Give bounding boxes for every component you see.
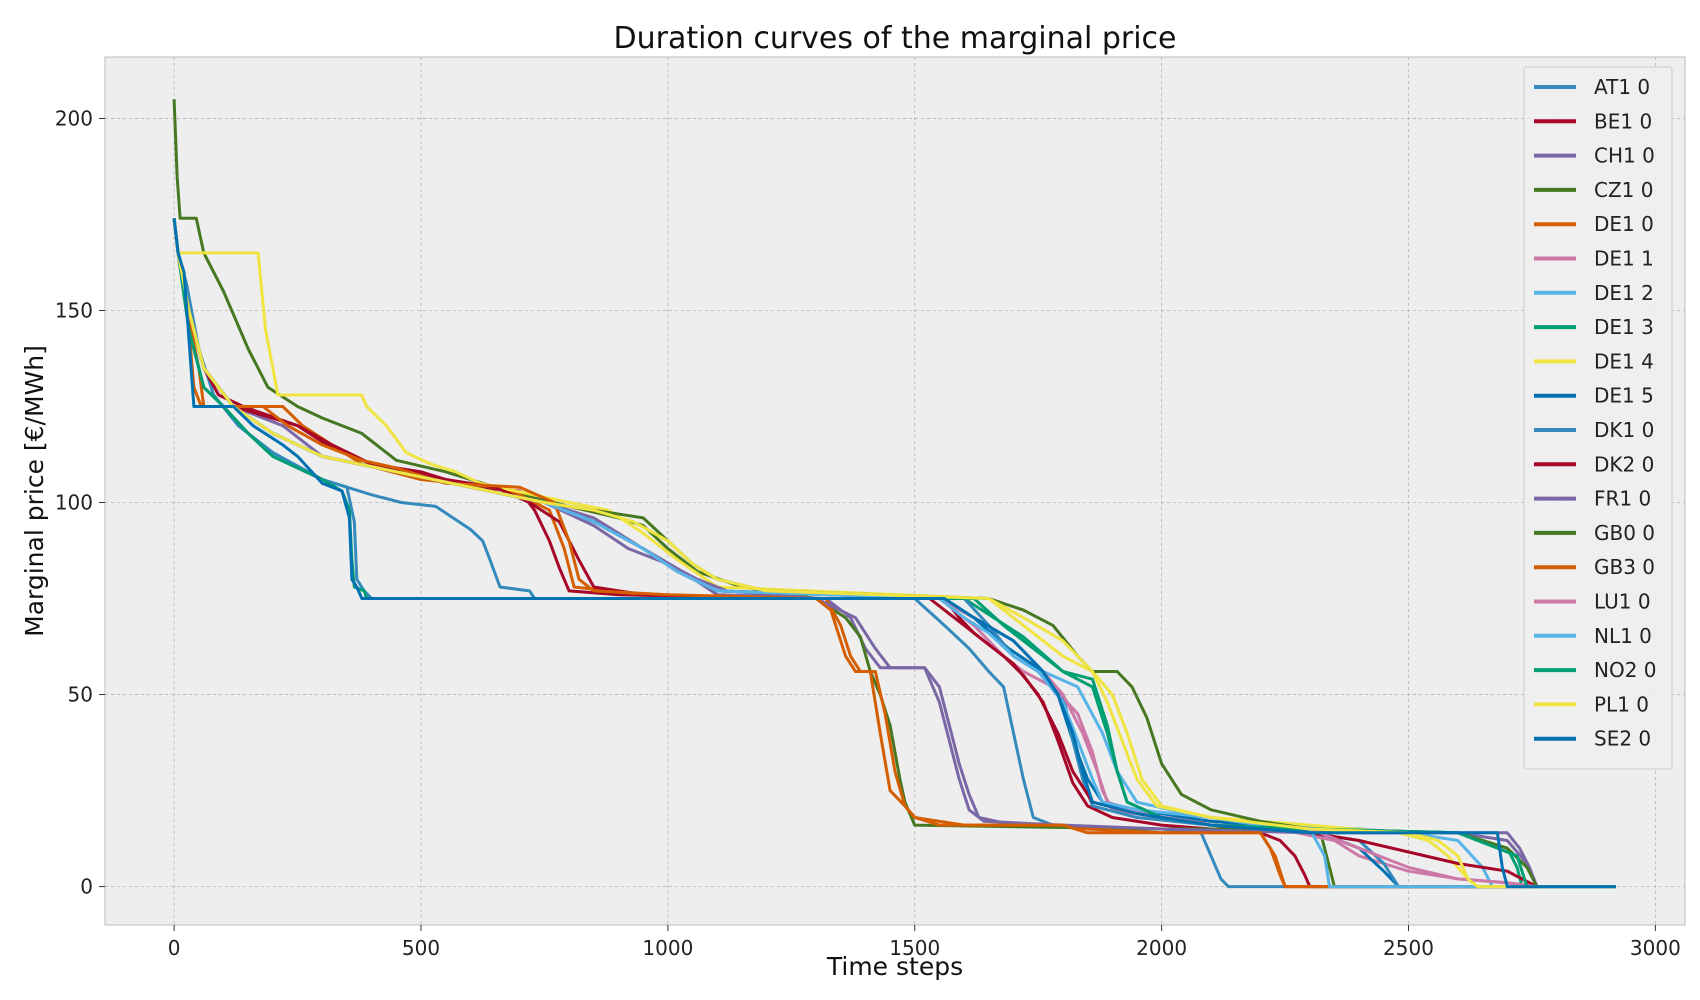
legend-label: CZ1 0	[1594, 178, 1653, 202]
legend-label: AT1 0	[1594, 75, 1650, 99]
legend-label: CH1 0	[1594, 144, 1655, 168]
x-tick-label: 2000	[1136, 936, 1187, 960]
legend-label: DE1 0	[1594, 212, 1654, 236]
legend-label: LU1 0	[1594, 590, 1651, 614]
x-axis-title: Time steps	[826, 952, 963, 981]
legend-label: DE1 5	[1594, 384, 1654, 408]
legend-label: NL1 0	[1594, 624, 1652, 648]
plot-area	[104, 56, 1686, 926]
series-line-se2-0	[172, 218, 1616, 889]
series-lines	[172, 99, 1616, 889]
legend-label: DE1 4	[1594, 349, 1654, 373]
x-tick-label: 500	[402, 936, 440, 960]
chart-title: Duration curves of the marginal price	[614, 21, 1177, 56]
series-line-gb3-0	[172, 218, 1616, 889]
x-tick-label: 1500	[889, 936, 940, 960]
legend-label: DE1 1	[1594, 247, 1654, 271]
axis-ticks: 0 500 1000 1500 2000 2500 3000 0 50 100 150 200	[55, 106, 1681, 960]
legend: AT1 0 BE1 0 CH1 0 CZ1 0 DE1 0 DE1 1 DE1 2 DE1 3…	[1523, 66, 1673, 770]
x-tick-label: 2500	[1383, 936, 1434, 960]
series-line-cz1-0	[172, 99, 1616, 889]
y-tick-label: 0	[80, 875, 93, 899]
y-tick-label: 50	[68, 683, 93, 707]
legend-label: DK2 0	[1594, 452, 1654, 476]
y-tick-label: 200	[55, 106, 93, 130]
y-tick-label: 100	[55, 491, 93, 515]
legend-label: SE2 0	[1594, 727, 1651, 751]
legend-label: BE1 0	[1594, 109, 1652, 133]
y-axis-title: Marginal price [€/MWh]	[20, 345, 49, 637]
legend-label: DE1 3	[1594, 315, 1654, 339]
legend-label: DK1 0	[1594, 418, 1654, 442]
x-tick-label: 3000	[1630, 936, 1681, 960]
legend-label: DE1 2	[1594, 281, 1654, 305]
legend-label: GB0 0	[1594, 521, 1655, 545]
x-tick-label: 1000	[642, 936, 693, 960]
legend-label: FR1 0	[1594, 487, 1651, 511]
legend-label: NO2 0	[1594, 658, 1657, 682]
x-tick-label: 0	[168, 936, 181, 960]
y-tick-label: 150	[55, 298, 93, 322]
legend-label: GB3 0	[1594, 555, 1655, 579]
legend-box	[1523, 66, 1673, 770]
legend-label: PL1 0	[1594, 692, 1649, 716]
